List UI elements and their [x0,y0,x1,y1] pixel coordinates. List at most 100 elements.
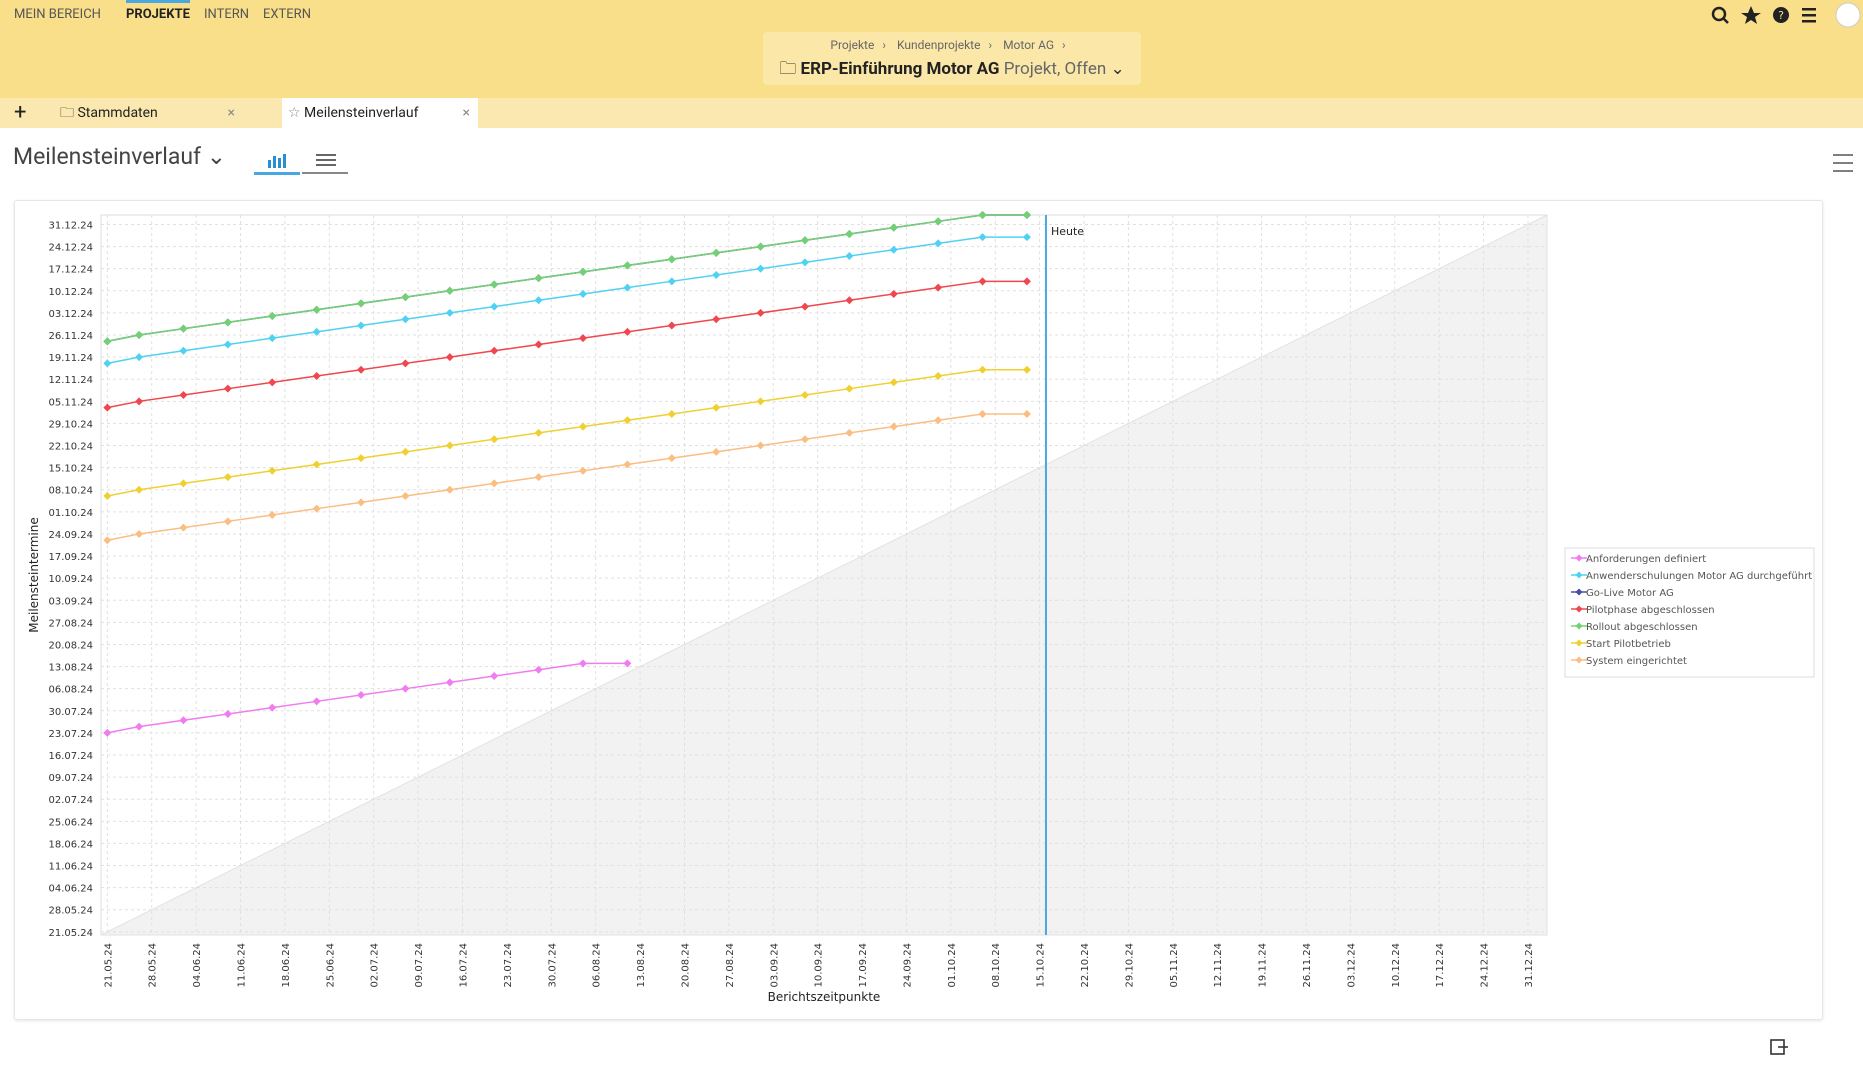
point [534,274,543,283]
point [667,409,676,418]
series-line [107,236,1027,365]
y-tick-label: 26.11.24 [48,331,93,342]
page-title-text: Meilensteinverlauf [13,143,202,170]
star-icon[interactable] [1741,6,1761,24]
header: MEIN BEREICH PROJEKTE INTERN EXTERN Proj… [0,0,1863,98]
y-tick-label: 20.08.24 [48,640,93,651]
menu-icon [1802,20,1816,23]
point [179,716,188,725]
tab[interactable]: ☆ Meilensteinverlauf × [282,98,478,128]
close-tab[interactable]: × [227,105,235,121]
x-tick-label: 27.08.24 [725,943,736,988]
export-icon[interactable] [1768,1036,1790,1058]
point [623,261,632,270]
project-title[interactable]: 🗀 ERP-Einführung Motor AG Projekt, Offen… [779,59,1125,79]
point [223,340,232,349]
legend-label[interactable]: Anforderungen definiert [1586,554,1706,565]
nav-item[interactable]: PROJEKTE [126,0,190,22]
tab-label: Stammdaten [77,105,158,121]
x-tick-label: 02.07.24 [370,943,381,988]
nav-item[interactable]: INTERN [204,7,250,22]
point [712,403,721,412]
point [490,280,499,289]
point [756,308,765,317]
close-tab[interactable]: × [462,105,470,121]
chart-view-icon[interactable] [268,154,286,168]
search-icon[interactable] [1711,6,1727,22]
y-tick-label: 28.05.24 [48,906,93,917]
legend-label[interactable]: System eingerichtet [1586,656,1687,667]
x-tick-label: 15.10.24 [1036,943,1047,988]
legend-label[interactable]: Start Pilotbetrieb [1586,639,1671,650]
breadcrumb-box: Projekte › Kundenprojekte › Motor AG › 🗀 ER… [763,32,1141,85]
x-tick-label: 03.09.24 [769,943,780,988]
point [103,536,112,545]
legend-label[interactable]: Rollout abgeschlossen [1586,622,1698,633]
x-tick-label: 21.05.24 [103,943,114,988]
point [135,353,144,362]
x-tick-label: 10.12.24 [1391,943,1402,988]
x-tick-label: 30.07.24 [547,943,558,988]
y-tick-label: 22.10.24 [48,442,93,453]
nav-item[interactable]: EXTERN [263,7,311,22]
point [490,672,499,681]
nav-item[interactable]: MEIN BEREICH [14,7,101,22]
x-tick-label: 11.06.24 [237,943,248,988]
y-tick-label: 10.09.24 [48,574,93,585]
y-tick-label: 15.10.24 [48,464,93,475]
point [223,384,232,393]
point [135,331,144,339]
legend-label[interactable]: Anwenderschulungen Motor AG durchgeführt [1586,571,1812,582]
y-tick-label: 04.06.24 [48,884,93,895]
menu-icon[interactable] [1802,8,1816,11]
page-title[interactable]: Meilensteinverlauf ⌄ [13,143,226,170]
point [401,447,410,456]
point [445,678,454,687]
legend-label[interactable]: Go-Live Motor AG [1586,588,1674,599]
y-tick-label: 17.12.24 [48,265,93,276]
settings-icon[interactable] [1830,150,1856,176]
x-tick-label: 31.12.24 [1524,943,1535,988]
point [800,302,809,311]
y-tick-label: 08.10.24 [48,486,93,497]
add-tab[interactable]: + [14,100,27,125]
crumb[interactable]: Projekte [830,38,875,52]
point [268,378,277,387]
point [357,498,366,507]
list-view-icon[interactable] [316,154,336,166]
point [135,397,144,406]
legend-label[interactable]: Pilotphase abgeschlossen [1586,605,1715,616]
crumb[interactable]: Kundenprojekte [896,38,981,52]
x-tick-label: 08.10.24 [991,943,1002,988]
point [103,337,112,346]
point [445,441,454,450]
point [889,422,898,431]
series-line [107,280,1027,409]
point [103,359,112,368]
point [357,691,366,699]
legend-marker [1575,622,1583,630]
point [712,315,721,324]
inactive-indicator [302,172,348,174]
x-tick-label: 19.11.24 [1258,943,1269,988]
point [312,504,321,513]
legend-marker [1575,588,1583,596]
point [800,258,809,267]
avatar[interactable] [1835,2,1861,28]
help-glyph: ? [1778,9,1784,22]
annotation: Heute [1051,225,1084,238]
point [268,312,277,321]
x-tick-label: 09.07.24 [414,943,425,988]
crumb[interactable]: Motor AG [1003,38,1055,52]
x-tick-label: 23.07.24 [503,943,514,988]
tab-label: Meilensteinverlauf [304,105,419,121]
x-tick-label: 17.12.24 [1435,943,1446,988]
tab[interactable]: 🗀 Stammdaten × [60,98,245,128]
help-icon[interactable] [1773,7,1789,23]
point [534,296,543,305]
x-tick-label: 24.09.24 [902,943,913,988]
legend-marker [1575,605,1583,613]
y-tick-label: 25.06.24 [48,817,93,828]
point [490,346,499,355]
x-tick-label: 22.10.24 [1080,943,1091,988]
